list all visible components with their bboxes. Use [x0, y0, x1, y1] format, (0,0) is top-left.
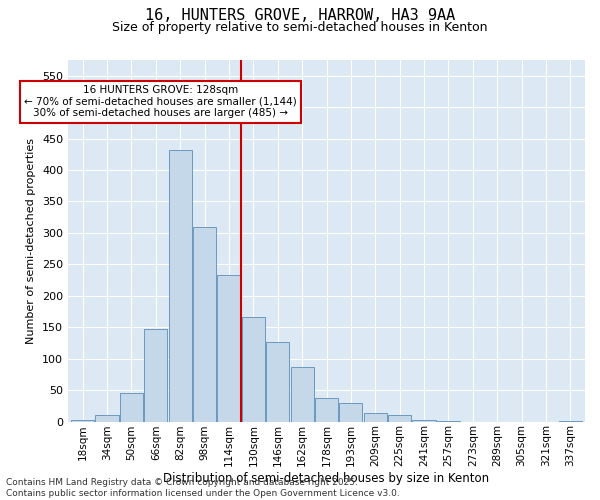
Bar	[266, 342, 289, 421]
Text: Contains HM Land Registry data © Crown copyright and database right 2025.
Contai: Contains HM Land Registry data © Crown c…	[6, 478, 400, 498]
Bar	[95, 416, 119, 422]
X-axis label: Distribution of semi-detached houses by size in Kenton: Distribution of semi-detached houses by …	[163, 472, 490, 485]
Bar	[169, 150, 192, 421]
Bar	[242, 316, 265, 422]
Bar	[71, 420, 94, 422]
Bar	[217, 275, 241, 422]
Bar	[193, 226, 216, 422]
Text: 16 HUNTERS GROVE: 128sqm
← 70% of semi-detached houses are smaller (1,144)
30% o: 16 HUNTERS GROVE: 128sqm ← 70% of semi-d…	[25, 85, 297, 118]
Bar	[437, 421, 460, 422]
Bar	[340, 402, 362, 421]
Text: 16, HUNTERS GROVE, HARROW, HA3 9AA: 16, HUNTERS GROVE, HARROW, HA3 9AA	[145, 8, 455, 22]
Bar	[559, 421, 582, 422]
Bar	[120, 393, 143, 422]
Bar	[315, 398, 338, 421]
Bar	[412, 420, 436, 422]
Bar	[388, 416, 411, 422]
Bar	[290, 368, 314, 422]
Bar	[364, 414, 387, 422]
Y-axis label: Number of semi-detached properties: Number of semi-detached properties	[26, 138, 37, 344]
Bar	[144, 329, 167, 422]
Text: Size of property relative to semi-detached houses in Kenton: Size of property relative to semi-detach…	[112, 21, 488, 34]
